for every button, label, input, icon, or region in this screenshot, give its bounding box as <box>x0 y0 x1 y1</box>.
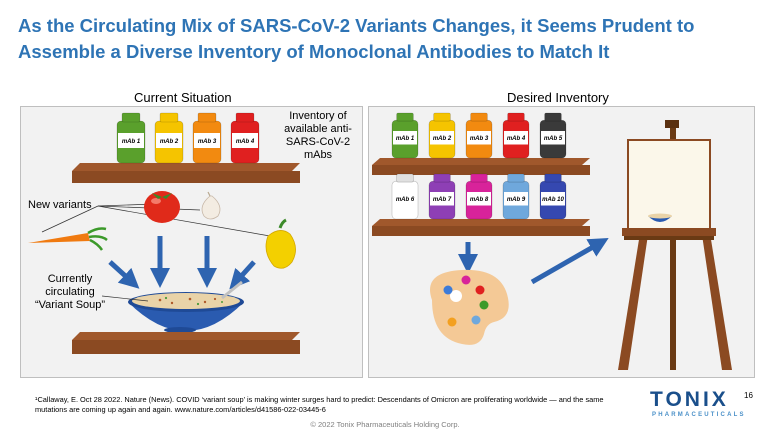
easel-arrow <box>530 238 609 285</box>
jar-lid <box>507 173 525 183</box>
mab-jar: mAb 1 <box>391 112 419 159</box>
soup-bowl-icon <box>128 280 244 333</box>
right-shelf-bottom <box>372 219 590 236</box>
soup-pointer-line <box>101 295 149 302</box>
jar-lid <box>159 112 179 123</box>
jar-label: mAb 6 <box>396 197 415 203</box>
inventory-caption-line-4: mAbs <box>303 149 333 161</box>
mab-jar: mAb 9 <box>502 173 530 220</box>
jar-label: mAb 3 <box>198 139 217 145</box>
jar-label-background <box>393 192 417 206</box>
jar-lid <box>433 173 451 183</box>
jar-label: mAb 1 <box>122 139 141 145</box>
jar-lid <box>396 112 414 122</box>
jar-lid <box>396 173 414 183</box>
jar-label-background <box>467 192 491 206</box>
copyright: © 2022 Tonix Pharmaceuticals Holding Cor… <box>310 420 460 429</box>
footnote-citation: Callaway, E. Oct 28 2022. Nature (News). <box>37 395 175 404</box>
jar-lid <box>470 173 488 183</box>
jar-lid <box>197 112 217 123</box>
jar-label: mAb 3 <box>470 136 489 142</box>
inventory-caption: Inventory of available anti- SARS-CoV-2 … <box>282 110 354 162</box>
jar-label-background <box>430 131 454 145</box>
footnote-text: COVID ‘variant soup’ is making winter su… <box>35 395 604 414</box>
mab-jar: mAb 4 <box>502 112 530 159</box>
slide-title: As the Circulating Mix of SARS-CoV-2 Var… <box>18 13 758 65</box>
jar-label-background <box>541 131 565 145</box>
logo-subtitle: PHARMACEUTICALS <box>652 412 746 418</box>
jar-lid <box>121 112 141 123</box>
jar-label: mAb 4 <box>236 139 255 145</box>
mab-jar: mAb 4 <box>230 112 260 164</box>
jar-label-background <box>393 131 417 145</box>
jar-label-background <box>430 192 454 206</box>
desired-inventory-heading: Desired Inventory <box>507 90 609 105</box>
right-jars-bottom: mAb 6 mAb 7 mAb 8 mAb 9 mAb 10 <box>391 173 567 220</box>
title-line-2: Assemble a Diverse Inventory of Monoclon… <box>18 41 610 62</box>
jar-lid <box>544 173 562 183</box>
paint-palette-icon <box>430 269 509 345</box>
tonix-logo: TONIX PHARMACEUTICALS <box>650 388 743 424</box>
down-arrows <box>108 236 256 290</box>
jar-label: mAb 9 <box>507 197 526 203</box>
jar-label-background <box>194 133 220 148</box>
jar-label-background <box>156 133 182 148</box>
page-number: 16 <box>744 391 753 400</box>
current-situation-heading: Current Situation <box>134 90 232 105</box>
left-jars: mAb 1 mAb 2 mAb 3 mAb 4 <box>116 112 260 164</box>
mab-jar: mAb 6 <box>391 173 419 220</box>
jar-label-background <box>232 133 258 148</box>
garlic-icon <box>201 191 221 220</box>
mab-jar: mAb 2 <box>154 112 184 164</box>
jar-lid <box>235 112 255 123</box>
jar-label-background <box>541 192 565 206</box>
inventory-caption-line-1: Inventory of <box>289 110 347 122</box>
mab-jar: mAb 1 <box>116 112 146 164</box>
jar-lid <box>544 112 562 122</box>
jar-label: mAb 4 <box>507 136 526 142</box>
mab-jar: mAb 5 <box>539 112 567 159</box>
new-variants-label: New variants <box>28 199 92 211</box>
footnote-marker: ¹ <box>35 395 38 404</box>
jar-label: mAb 2 <box>433 136 452 142</box>
title-line-1: As the Circulating Mix of SARS-CoV-2 Var… <box>18 15 695 36</box>
carrot-icon <box>28 227 108 251</box>
inventory-caption-line-2: available anti- <box>284 123 352 135</box>
jar-label-background <box>504 131 528 145</box>
jar-lid <box>507 112 525 122</box>
soup-caption-line-2: circulating <box>45 286 95 298</box>
mab-jar: mAb 3 <box>192 112 222 164</box>
tomato-icon <box>144 191 180 223</box>
jar-label-background <box>467 131 491 145</box>
jar-label-background <box>118 133 144 148</box>
soup-caption: Currently circulating “Variant Soup” <box>28 273 112 312</box>
mab-jar: mAb 10 <box>539 173 567 220</box>
mab-jar: mAb 2 <box>428 112 456 159</box>
easel-icon <box>618 120 732 370</box>
jar-label: mAb 1 <box>396 136 415 142</box>
inventory-caption-line-3: SARS-CoV-2 <box>285 136 351 148</box>
right-jars-top: mAb 1 mAb 2 mAb 3 mAb 4 mAb 5 <box>391 112 567 159</box>
mab-jar: mAb 7 <box>428 173 456 220</box>
jar-label: mAb 2 <box>160 139 179 145</box>
mab-jar: mAb 8 <box>465 173 493 220</box>
right-shelf-top <box>372 158 590 175</box>
jar-lid <box>470 112 488 122</box>
logo-word: TONIX <box>650 388 729 411</box>
soup-caption-line-1: Currently <box>47 273 93 285</box>
soup-caption-line-3: “Variant Soup” <box>34 299 106 311</box>
left-bottom-shelf <box>72 332 300 354</box>
mab-jar: mAb 3 <box>465 112 493 159</box>
footnote: ¹Callaway, E. Oct 28 2022. Nature (News)… <box>35 395 635 415</box>
jar-label: mAb 5 <box>544 136 563 142</box>
jar-lid <box>433 112 451 122</box>
bell-pepper-icon <box>265 218 296 269</box>
left-shelf <box>72 163 300 183</box>
jar-label: mAb 8 <box>470 197 489 203</box>
jar-label: mAb 10 <box>542 197 564 203</box>
jar-label-background <box>504 192 528 206</box>
jar-label: mAb 7 <box>433 197 452 203</box>
